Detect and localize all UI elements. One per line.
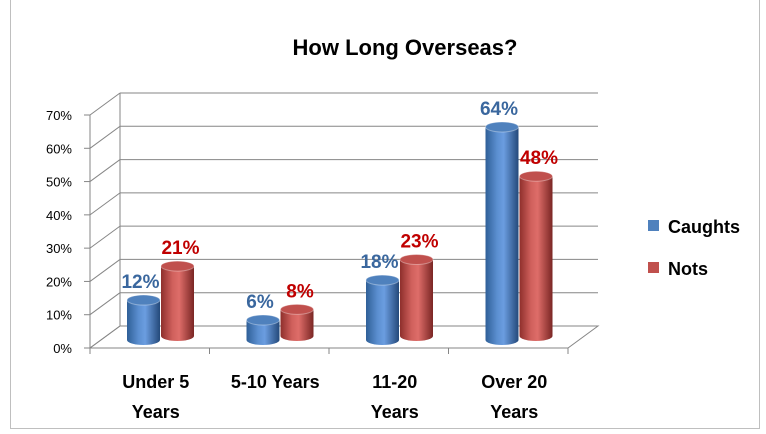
x-tick-label: Years [490,402,538,422]
y-tick-label: 40% [46,208,72,223]
floor [88,325,600,349]
bar [246,314,280,345]
bar-body [519,176,553,341]
gridline-side [89,192,121,216]
gridline-side [89,292,121,316]
bar [365,274,400,345]
bar-body [366,280,399,345]
x-tick-label: Years [371,402,419,422]
bar-top [365,274,400,286]
bar-top [246,314,280,326]
x-tick-label: Over 20 [481,372,547,392]
bar-top [399,253,434,265]
gridline-side [89,225,121,249]
bar-body [246,320,280,345]
y-tick-label: 30% [46,241,72,256]
bar-top [160,260,195,272]
bar [519,170,553,341]
data-label: 21% [161,238,199,259]
legend-label: Caughts [668,217,740,237]
bar [280,303,314,342]
bar-top [280,303,314,315]
bar-top [519,170,553,182]
y-tick-label: 10% [46,308,72,323]
bar-body [127,300,160,345]
y-tick-label: 0% [53,341,72,356]
y-tick-label: 20% [46,274,72,289]
gridline-side [89,159,121,182]
bar-body [400,259,433,342]
legend: Caughts Nots [648,217,740,279]
data-label: 8% [286,281,314,302]
bars [126,121,553,345]
x-tick-label: Under 5 [122,372,189,392]
y-tick-label: 70% [46,108,72,123]
axes: 0% 10% 20% 30% 40% 50% 60% 70% Under 5 Years 5-10 … [46,93,600,422]
x-tick-label: 11-20 [372,372,417,392]
data-label: 23% [400,231,438,252]
data-label: 64% [480,99,518,120]
bar [160,260,195,342]
bar-top [485,121,519,133]
legend-swatch [648,220,659,231]
bar [399,253,434,342]
legend-swatch [648,262,659,273]
bar-body [161,266,194,342]
bar-top [126,294,161,306]
x-tick-label: Years [132,402,180,422]
data-label: 48% [520,148,558,169]
x-tick-label: 5-10 Years [231,372,320,392]
bar [485,121,519,345]
legend-label: Nots [668,259,708,279]
gridline-side [89,259,121,282]
bar [126,294,161,345]
data-labels: 12%21% 6% 8% 18%23% 64% 48% [121,99,558,313]
y-tick-label: 50% [46,175,72,190]
bar-body [485,126,519,345]
data-label: 6% [246,292,274,313]
gridline-side [89,125,121,149]
y-tick-label: 60% [46,141,72,156]
data-label: 12% [121,272,159,293]
gridline-side [89,92,121,116]
bar-body [280,309,314,342]
chart-frame [10,0,760,429]
data-label: 18% [360,252,398,273]
chart-title: How Long Overseas? [293,35,518,60]
